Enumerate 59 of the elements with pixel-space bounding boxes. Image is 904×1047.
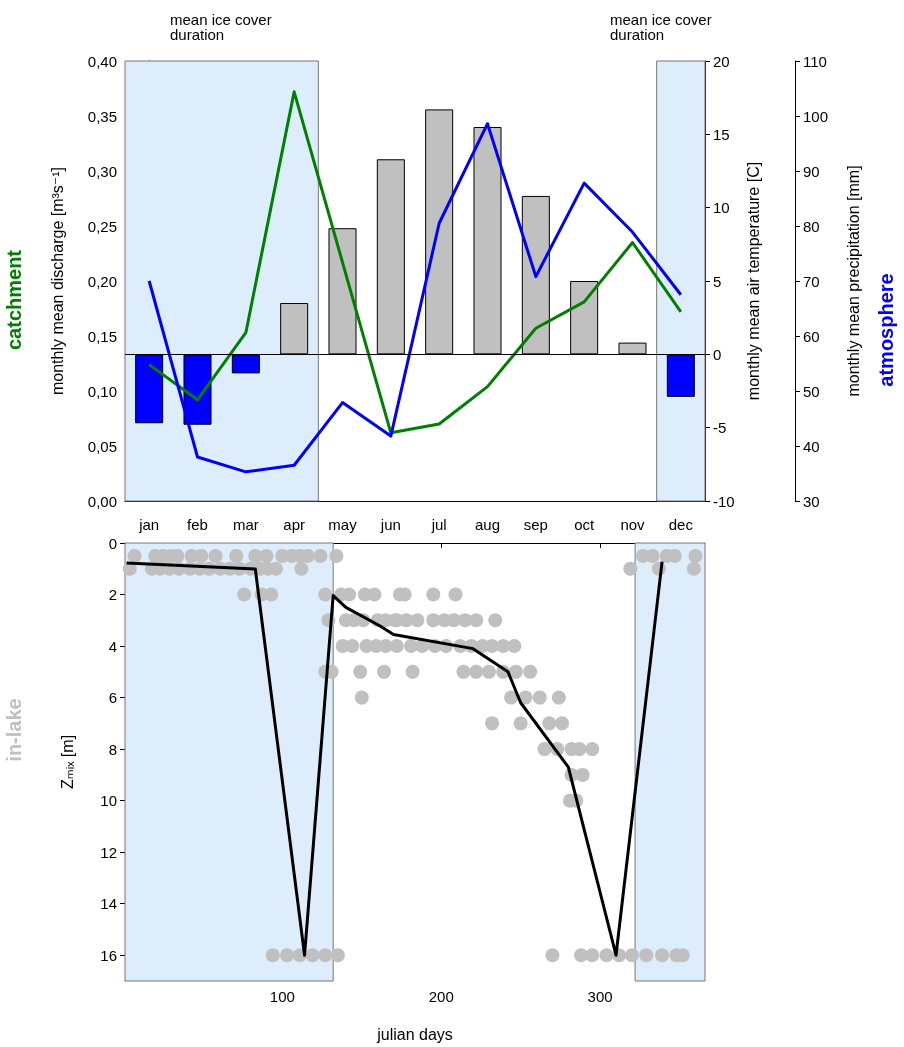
y3-tick-label: 30 xyxy=(803,492,820,510)
x-tick-label: sep xyxy=(523,516,548,533)
y-tick-label: 16 xyxy=(100,946,117,964)
y-tick-label: 10 xyxy=(100,792,117,810)
x-tick-label: 300 xyxy=(587,988,613,1005)
y3-tick-label: 50 xyxy=(803,382,820,400)
y2-tick-label: 20 xyxy=(713,52,730,70)
y-tick-label: 0,10 xyxy=(87,382,117,400)
y3-axis-title: monthly mean precipitation [mm] xyxy=(844,165,862,397)
y3-tick-label: 60 xyxy=(803,327,820,345)
text: mean ice cover duration xyxy=(170,11,276,43)
y2-tick-label: 5 xyxy=(713,272,722,290)
text: mean ice cover duration xyxy=(610,11,716,43)
y-axis-title: monthly mean discharge [m³s⁻¹] xyxy=(48,166,66,396)
x-tick-label: jul xyxy=(430,516,447,533)
y-tick-label: 6 xyxy=(108,689,117,707)
x-tick-label: may xyxy=(328,516,358,533)
y3-tick-label: 100 xyxy=(803,107,829,125)
y2-tick-label: 10 xyxy=(713,199,730,217)
x-tick-label: apr xyxy=(283,516,306,533)
y2-axis-title: monthly mean air temperature [C] xyxy=(745,161,763,401)
y-tick-label: 14 xyxy=(100,895,117,913)
x-tick-label: dec xyxy=(668,516,694,533)
y-tick-label: 12 xyxy=(100,843,117,861)
y2-tick-label: -10 xyxy=(713,492,735,510)
y3-tick-label: 90 xyxy=(803,162,820,180)
y-tick-label: 0,25 xyxy=(87,217,117,235)
x-tick-label: 100 xyxy=(269,988,295,1005)
y-tick-label: 0,05 xyxy=(87,437,117,455)
y-tick-label: 0,30 xyxy=(87,162,117,180)
y-tick-label: 0,00 xyxy=(87,492,117,510)
text: atmosphere xyxy=(875,273,897,387)
y-tick-label: 4 xyxy=(108,637,117,655)
y2-tick-label: -5 xyxy=(713,419,727,437)
x-tick-label: jun xyxy=(379,516,401,533)
y-tick-label: 0 xyxy=(108,534,117,552)
text: catchment xyxy=(3,249,25,351)
x-tick-label: jan xyxy=(138,516,160,533)
y3-tick-label: 70 xyxy=(803,272,820,290)
x-tick-label: feb xyxy=(187,516,208,533)
x-axis-title: julian days xyxy=(376,1025,453,1043)
y-tick-label: 2 xyxy=(108,586,117,604)
y-axis-title: Zₘᵢₓ [m] xyxy=(58,734,76,790)
y-tick-label: 0,35 xyxy=(87,107,117,125)
text: in-lake xyxy=(3,698,25,762)
y3-tick-label: 110 xyxy=(803,52,827,70)
y2-tick-label: 0 xyxy=(713,345,722,363)
y-tick-label: 0,20 xyxy=(87,272,117,290)
x-tick-label: oct xyxy=(574,516,595,533)
y2-tick-label: 15 xyxy=(713,125,730,143)
x-tick-label: nov xyxy=(620,516,646,533)
y3-tick-label: 80 xyxy=(803,217,820,235)
x-tick-label: mar xyxy=(232,516,259,533)
y-tick-label: 0,15 xyxy=(87,327,117,345)
y-tick-label: 8 xyxy=(108,740,117,758)
x-tick-label: 200 xyxy=(428,988,454,1005)
x-tick-label: aug xyxy=(474,516,501,533)
y-tick-label: 0,40 xyxy=(87,52,117,70)
y3-tick-label: 40 xyxy=(803,437,820,455)
